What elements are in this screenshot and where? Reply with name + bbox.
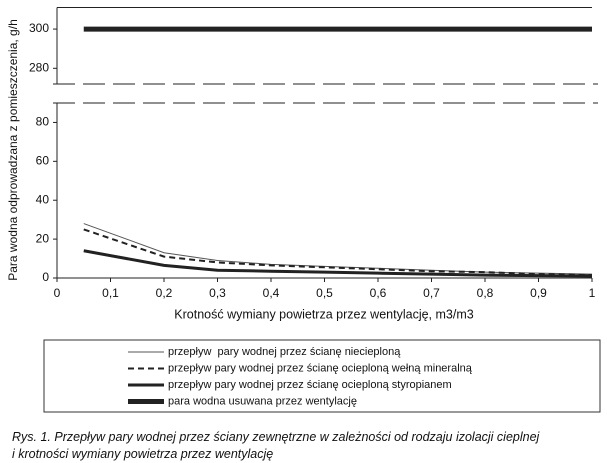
caption-line: Rys. 1. Przepływ pary wodnej przez ścian… — [12, 430, 541, 444]
x-tick-label: 0 — [54, 286, 61, 300]
x-axis-label: Krotność wymiany powietrza przez wentyla… — [174, 307, 473, 321]
series-line — [83, 249, 593, 278]
x-tick-label: 0,5 — [316, 286, 333, 300]
legend-label: przepływ pary wodnej przez ścianę ociepl… — [168, 362, 473, 374]
y-tick-label: 280 — [29, 60, 49, 74]
x-tick-label: 0,3 — [209, 286, 226, 300]
y-tick-label: 20 — [36, 231, 50, 245]
legend-box — [43, 339, 601, 413]
x-tick-label: 0,2 — [156, 286, 173, 300]
x-tick-label: 0,6 — [370, 286, 387, 300]
y-tick-label: 0 — [42, 270, 49, 284]
caption-line: i krotności wymiany powietrza przez went… — [12, 447, 273, 461]
x-tick-label: 0,8 — [477, 286, 494, 300]
x-tick-label: 0,9 — [530, 286, 547, 300]
y-tick-label: 40 — [36, 192, 50, 206]
y-tick-label: 60 — [36, 154, 50, 168]
x-tick-label: 0,4 — [263, 286, 280, 300]
series-line — [83, 223, 593, 275]
y-axis-label: Para wodna odprowadzana z pomieszczenia,… — [6, 19, 20, 281]
legend-label: para wodna usuwana przez wentylację — [168, 395, 357, 407]
x-tick-label: 1 — [589, 286, 596, 300]
y-tick-label: 300 — [29, 21, 49, 35]
legend-label: przepływ pary wodnej przez ścianę niecie… — [168, 346, 401, 358]
y-tick-label: 80 — [36, 115, 50, 129]
legend-label: przepływ pary wodnej przez ścianę ociepl… — [168, 379, 452, 391]
series-line — [83, 228, 593, 277]
x-tick-label: 0,7 — [423, 286, 440, 300]
x-tick-label: 0,1 — [102, 286, 119, 300]
